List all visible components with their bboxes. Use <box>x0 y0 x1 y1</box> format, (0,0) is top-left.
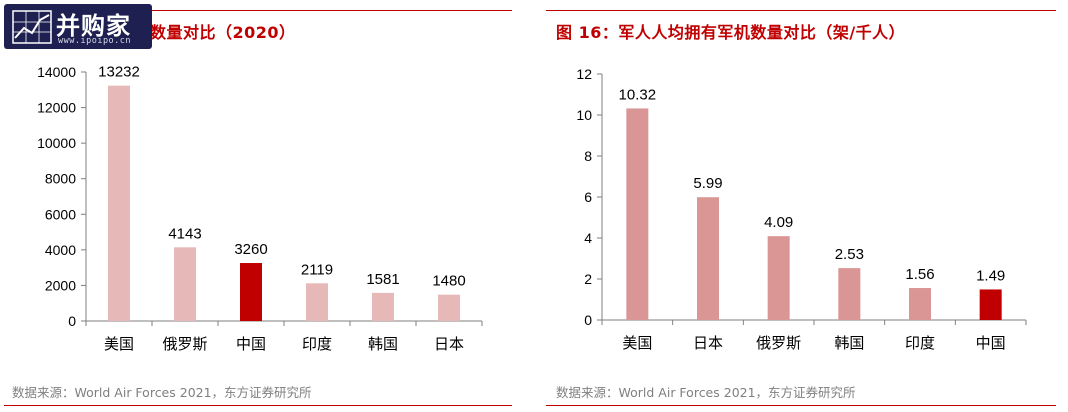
x-tick-label: 美国 <box>104 336 134 353</box>
left-chart-title: 数量对比（2020） <box>150 23 296 42</box>
data-label: 1480 <box>432 273 465 290</box>
y-tick-label: 10000 <box>37 135 76 151</box>
y-tick-label: 8000 <box>45 171 76 187</box>
right-chart-panel: 图 16：军人人均拥有军机数量对比（架/千人） 0 2 4 6 8 10 12 10.32 美国… <box>540 0 1068 412</box>
top-rule <box>4 10 512 11</box>
y-tick-label: 6 <box>584 189 592 205</box>
data-label: 13232 <box>98 64 140 81</box>
data-label: 1581 <box>366 271 399 288</box>
bar <box>108 85 130 322</box>
y-tick-label: 4000 <box>45 242 76 258</box>
bar <box>979 289 1002 320</box>
y-tick-label: 12000 <box>37 100 76 116</box>
bar <box>306 283 328 321</box>
bar <box>240 263 262 321</box>
watermark-name: 并购家 <box>56 12 131 40</box>
y-tick-label: 8 <box>584 148 592 164</box>
y-tick-label: 10 <box>576 107 592 123</box>
x-tick-label: 美国 <box>622 335 652 352</box>
x-tick-label: 中国 <box>236 336 266 353</box>
bar <box>697 197 719 320</box>
y-tick-label: 6000 <box>45 206 76 222</box>
data-label: 4.09 <box>764 214 793 231</box>
x-tick-label: 中国 <box>976 335 1006 352</box>
data-label: 1.49 <box>976 267 1005 284</box>
y-tick-label: 0 <box>68 313 76 329</box>
y-tick-label: 2 <box>584 271 592 287</box>
left-source-note: 数据来源：World Air Forces 2021，东方证券研究所 <box>12 385 312 400</box>
left-chart-panel: 数量对比（2020） 0 2000 4000 6000 8000 10000 12000 14… <box>0 0 520 412</box>
y-tick-label: 14000 <box>37 64 76 80</box>
data-label: 2.53 <box>835 246 864 263</box>
watermark-url: www.ipoipo.cn <box>58 36 132 46</box>
bar <box>372 292 394 321</box>
x-tick-label: 印度 <box>302 336 332 353</box>
watermark-logo: 并购家 www.ipoipo.cn <box>4 4 152 49</box>
top-rule <box>546 10 1056 11</box>
data-label: 2119 <box>301 261 333 278</box>
data-label: 10.32 <box>619 86 657 103</box>
chart-logo-icon <box>12 10 52 44</box>
x-tick-label: 日本 <box>693 335 723 352</box>
x-tick-label: 韩国 <box>834 335 864 352</box>
y-tick-label: 2000 <box>45 277 76 293</box>
x-tick-label: 俄罗斯 <box>756 335 801 352</box>
bar <box>174 247 196 321</box>
data-label: 4143 <box>168 225 201 242</box>
bar <box>838 268 861 320</box>
bar <box>626 108 649 320</box>
right-chart-title: 图 16：军人人均拥有军机数量对比（架/千人） <box>556 23 906 42</box>
data-label: 3260 <box>234 241 267 258</box>
y-tick-label: 4 <box>584 230 592 246</box>
data-label: 1.56 <box>905 266 934 283</box>
y-tick-label: 0 <box>584 312 592 328</box>
bottom-rule <box>4 405 512 406</box>
x-tick-label: 印度 <box>905 335 935 352</box>
x-tick-label: 俄罗斯 <box>162 336 207 353</box>
right-bar-chart: 0 2 4 6 8 10 12 10.32 美国 5.99 日本 4.09 俄罗斯 2.53 韩国 1.56 印… <box>576 66 1027 352</box>
data-label: 5.99 <box>693 175 722 192</box>
bottom-rule <box>546 405 1056 406</box>
bar <box>438 294 460 321</box>
y-tick-label: 12 <box>576 66 592 82</box>
bar <box>909 288 931 320</box>
bar <box>767 236 790 320</box>
x-tick-label: 韩国 <box>368 336 398 353</box>
left-bar-chart: 0 2000 4000 6000 8000 10000 12000 14000 13232 美国 4… <box>37 64 483 353</box>
right-source-note: 数据来源：World Air Forces 2021，东方证券研究所 <box>556 385 856 400</box>
x-tick-label: 日本 <box>434 336 464 353</box>
